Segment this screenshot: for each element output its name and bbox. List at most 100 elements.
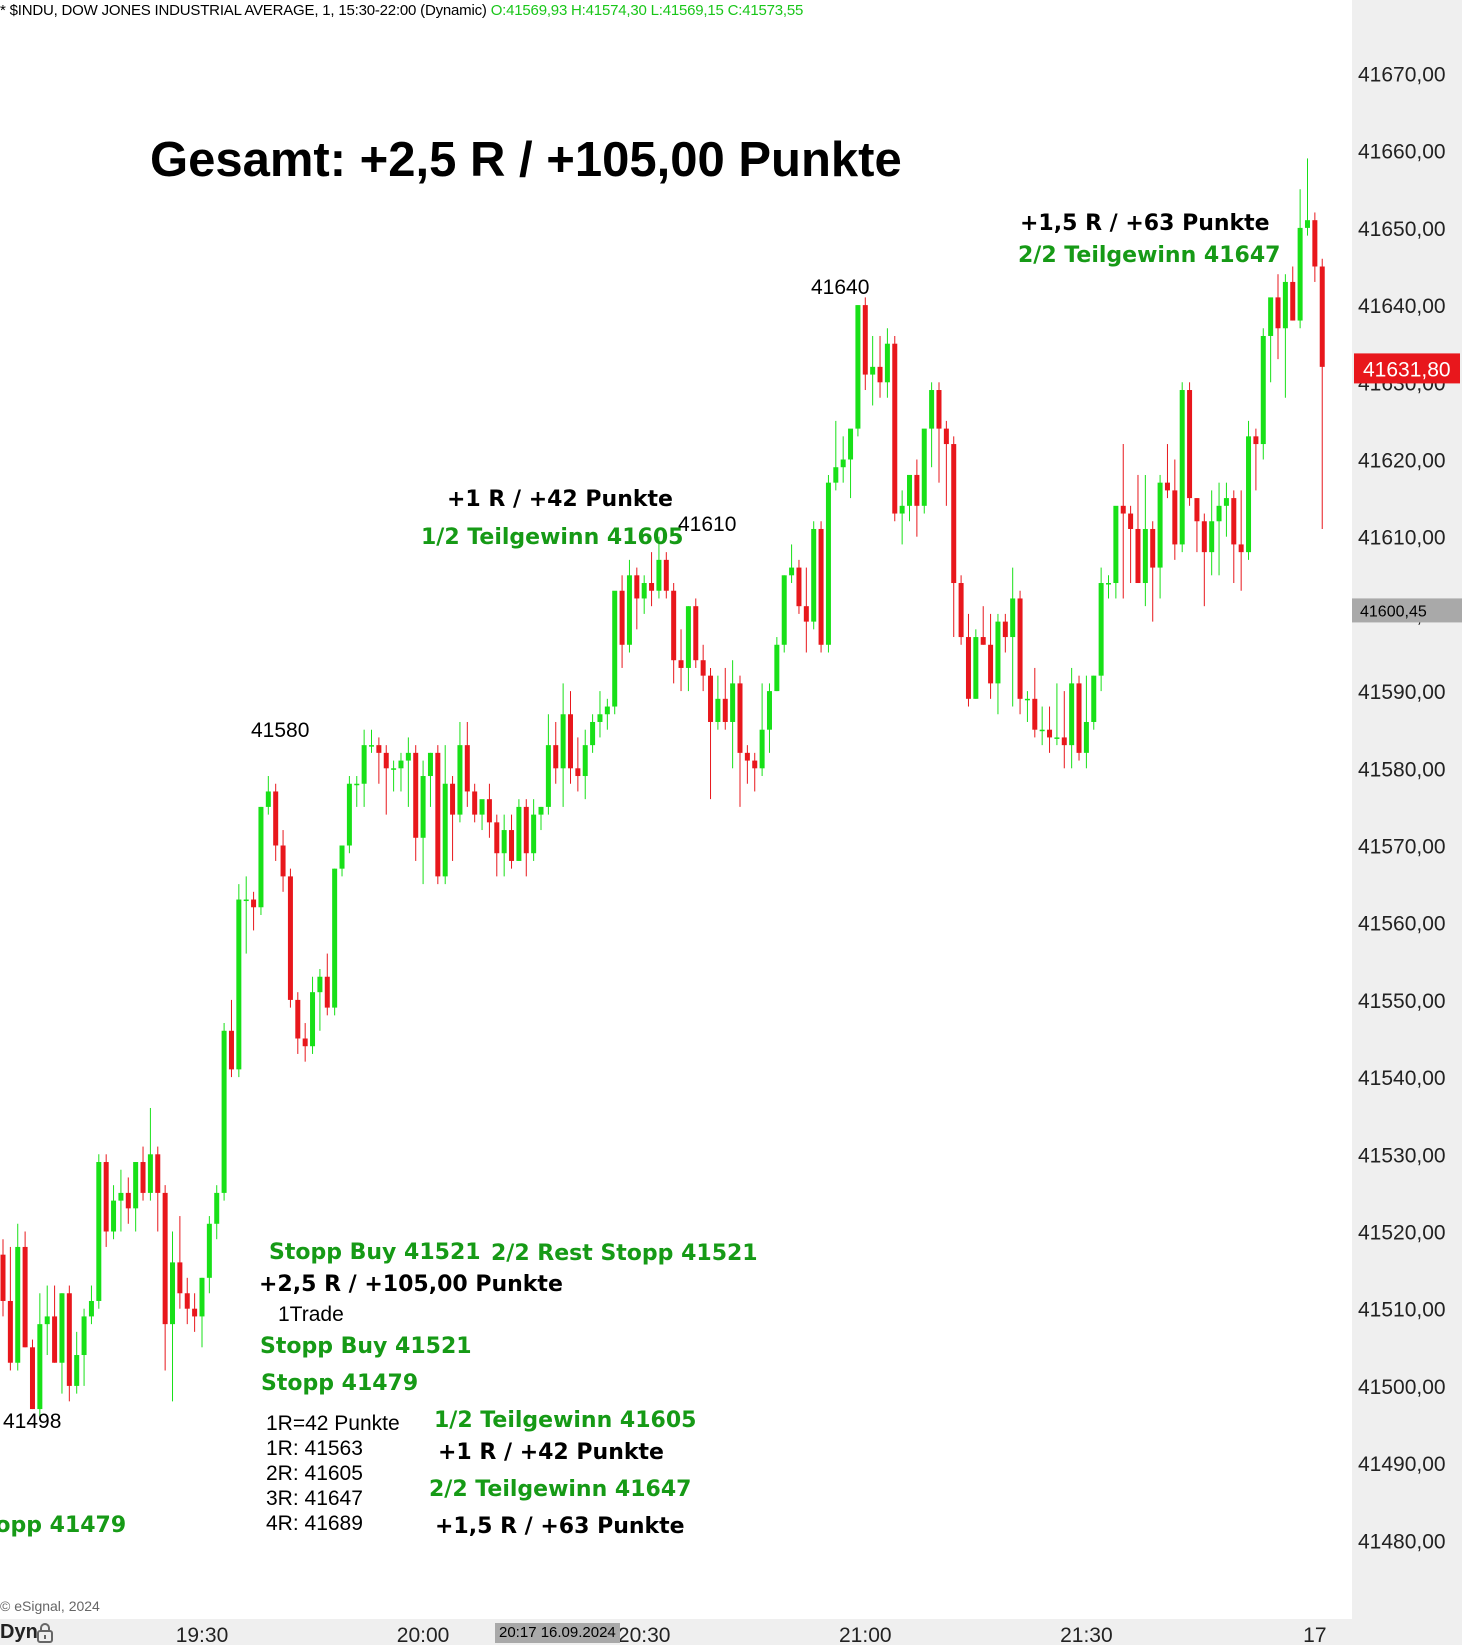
candle-body — [833, 467, 839, 483]
candle-body — [317, 976, 323, 993]
cursor-time-badge: 20:17 16.09.2024 — [495, 1623, 620, 1643]
candle-body — [855, 305, 861, 429]
candle-body — [752, 760, 758, 769]
candle-body — [133, 1162, 139, 1209]
candle-body — [907, 474, 913, 506]
candle-body — [929, 390, 935, 429]
r-info-1: 1R: 41563 — [266, 1437, 363, 1460]
candle-body — [501, 830, 507, 854]
candle-body — [649, 583, 655, 591]
candle-body — [1091, 675, 1097, 722]
candle-body — [980, 637, 986, 645]
candle-body — [1142, 528, 1148, 584]
candle-body — [391, 768, 397, 770]
candle-body — [744, 752, 750, 761]
y-tick-label: 41620,00 — [1358, 450, 1446, 473]
candle-body — [361, 745, 367, 784]
candle-body — [921, 428, 927, 506]
y-tick-label: 41650,00 — [1358, 218, 1446, 241]
candle-body — [759, 729, 765, 769]
candle-body — [1238, 544, 1244, 553]
candle-body — [81, 1316, 87, 1356]
candle-body — [265, 791, 271, 807]
y-tick-label: 41590,00 — [1358, 681, 1446, 704]
candle-body — [1039, 729, 1045, 732]
candle-body — [1047, 729, 1053, 738]
candle-body — [567, 714, 573, 769]
candle-body — [15, 1246, 21, 1363]
candle-body — [590, 721, 596, 746]
candle-body — [88, 1300, 94, 1317]
candle-body — [700, 660, 706, 676]
candle-body — [1164, 482, 1170, 491]
candle-body — [951, 444, 957, 584]
candle-body — [37, 1324, 43, 1410]
candle-body — [914, 474, 920, 506]
candle-body — [302, 1038, 308, 1047]
candle-body — [369, 745, 374, 747]
candle-body — [825, 482, 831, 645]
y-tick-label: 41580,00 — [1358, 758, 1446, 781]
candle-body — [973, 637, 979, 699]
candle-body — [66, 1293, 72, 1386]
candle-body — [1069, 683, 1075, 746]
candle-body — [22, 1246, 28, 1348]
candle-body — [604, 706, 610, 715]
candle-body — [1024, 698, 1030, 701]
summary-target2-points: +1,5 R / +63 Punkte — [435, 1514, 685, 1539]
candle-body — [818, 528, 824, 645]
candle-body — [96, 1162, 102, 1301]
candle-body — [221, 1030, 227, 1193]
candle-body — [656, 559, 662, 591]
candle-body — [1002, 621, 1008, 638]
y-tick-label: 41550,00 — [1358, 990, 1446, 1013]
candle-body — [1113, 505, 1119, 584]
candle-body — [287, 876, 293, 1000]
y-tick-label: 41560,00 — [1358, 913, 1446, 936]
candle-body — [1150, 528, 1156, 568]
price-axis-panel — [1352, 0, 1462, 1619]
candle-body — [811, 528, 817, 622]
r-info-0: 1R=42 Punkte — [266, 1412, 400, 1435]
candle-body — [936, 390, 942, 429]
candle-body — [943, 428, 949, 445]
x-tick-label: 21:30 — [1060, 1624, 1113, 1645]
candle-body — [155, 1154, 161, 1193]
candle-body — [641, 583, 647, 599]
candle-body — [1194, 498, 1200, 522]
candle-body — [538, 806, 544, 815]
lock-icon[interactable] — [36, 1622, 54, 1644]
candle-body — [199, 1277, 205, 1317]
candle-body — [796, 567, 802, 607]
scale-mode-label[interactable]: Dyn — [0, 1621, 38, 1643]
candle-body — [398, 760, 404, 769]
stop-summary: Stopp 41479 — [261, 1371, 419, 1396]
price-label-41498: 41498 — [3, 1410, 62, 1433]
candle-body — [1304, 220, 1310, 228]
y-tick-label: 41490,00 — [1358, 1453, 1446, 1476]
candle-body — [1312, 220, 1318, 267]
copyright-notice: © eSignal, 2024 — [0, 1598, 100, 1614]
candle-body — [612, 590, 618, 707]
price-label-41580: 41580 — [251, 719, 310, 742]
y-tick-label: 41670,00 — [1358, 64, 1446, 87]
candle-body — [870, 366, 876, 375]
candle-body — [1083, 721, 1089, 753]
x-tick-label: 17 — [1303, 1624, 1326, 1645]
candle-body — [405, 752, 411, 761]
r-info-4: 4R: 41689 — [266, 1512, 363, 1535]
candle-body — [1282, 281, 1288, 329]
candle-body — [184, 1293, 190, 1309]
candle-body — [803, 606, 809, 622]
y-tick-label: 41520,00 — [1358, 1222, 1446, 1245]
candle-body — [737, 683, 743, 753]
trade-count-label: 1Trade — [278, 1303, 344, 1326]
candle-body — [427, 752, 433, 777]
r-multiple-list: 1R=42 Punkte 1R: 41563 2R: 41605 3R: 416… — [266, 1411, 400, 1536]
candle-body — [111, 1200, 117, 1232]
r-info-3: 3R: 41647 — [266, 1487, 363, 1510]
candle-body — [531, 814, 537, 854]
candle-body — [523, 806, 529, 854]
